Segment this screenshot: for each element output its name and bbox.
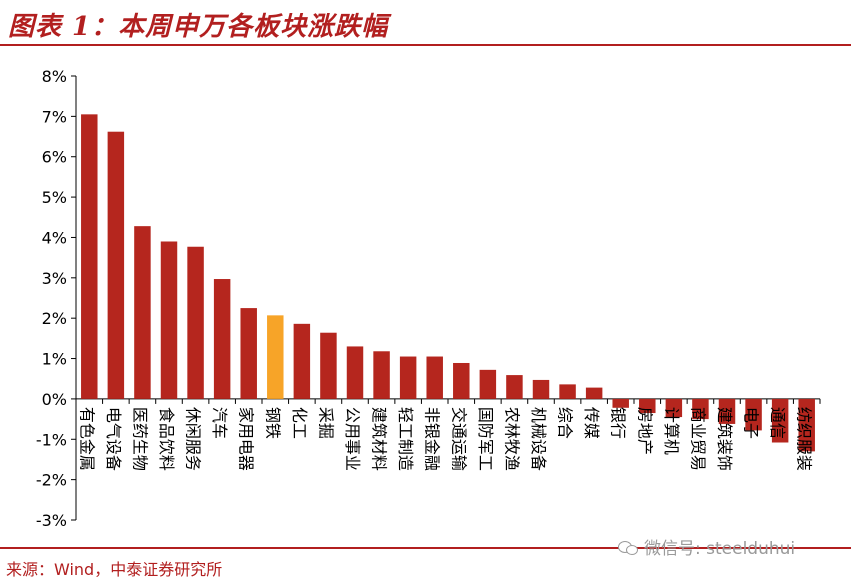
- y-tick-label: 0%: [42, 390, 67, 409]
- x-category-label: 电气设备: [104, 407, 123, 471]
- x-category-label: 电子: [742, 407, 761, 439]
- x-category-label: 食品饮料: [157, 407, 176, 471]
- wechat-icon: [618, 541, 638, 555]
- bar: [559, 384, 576, 399]
- y-tick-label: 5%: [42, 188, 67, 207]
- bar: [160, 241, 178, 399]
- watermark-text: 微信号: steelduhui: [644, 539, 796, 559]
- bar-chart: 8% 7% 6% 5% 4% 3% 2% 1% 0% -1% -2% -3% 有色金属 电气设备 医药生物食…: [36, 67, 821, 530]
- bar: [81, 114, 98, 399]
- x-category-label: 医药生物: [130, 407, 149, 471]
- bar: [665, 398, 683, 418]
- x-category-label: 休闲服务: [184, 407, 203, 471]
- y-tick-label: 7%: [42, 107, 67, 126]
- x-category-label: 传媒: [582, 407, 601, 439]
- y-tick-label: 3%: [42, 269, 67, 288]
- x-category-label: 家用电器: [237, 407, 256, 471]
- y-tick-label: 2%: [42, 309, 67, 328]
- bar: [187, 246, 204, 399]
- x-category-label: 化工: [290, 407, 309, 439]
- x-category-label: 钢铁: [263, 407, 282, 439]
- bar: [718, 398, 736, 424]
- y-tick-label: 4%: [42, 228, 67, 247]
- bar: [771, 398, 789, 443]
- bar: [107, 131, 125, 399]
- bar: [373, 351, 390, 399]
- title-bar: 图表 1：本周申万各板块涨跌幅: [0, 0, 851, 46]
- x-category-label: 国防军工: [476, 407, 495, 471]
- bar: [639, 398, 656, 414]
- bar: [585, 387, 603, 399]
- bar: [399, 356, 417, 399]
- footer-divider: [0, 547, 851, 549]
- bar: [453, 362, 470, 399]
- x-category-label: 计算机: [662, 407, 681, 455]
- y-tick-label: -2%: [36, 471, 67, 490]
- x-category-label: 房地产: [635, 407, 654, 455]
- x-category-label: 商业贸易: [688, 407, 707, 471]
- bar: [346, 346, 364, 399]
- x-category-label: 银行: [609, 407, 628, 439]
- y-tick-label: 1%: [42, 350, 67, 369]
- bar: [532, 379, 550, 399]
- bar: [612, 398, 629, 408]
- bar: [692, 398, 709, 420]
- x-category-label: 农林牧渔: [502, 407, 521, 471]
- x-category-label: 综合: [556, 407, 575, 439]
- bar: [320, 332, 337, 399]
- bar: [745, 398, 762, 431]
- bar: [134, 226, 151, 399]
- x-category-label: 有色金属: [77, 407, 96, 471]
- x-category-label: 汽车: [210, 407, 229, 439]
- watermark: 微信号: steelduhui: [618, 534, 795, 559]
- chart-area: 8% 7% 6% 5% 4% 3% 2% 1% 0% -1% -2% -3% 有色金属 电气设备 医药生物食…: [0, 52, 851, 540]
- x-category-label: 建筑材料: [370, 407, 389, 471]
- bar: [240, 308, 257, 399]
- bar: [479, 369, 497, 399]
- x-category-label: 建筑装饰: [715, 407, 734, 471]
- chart-title: 图表 1：本周申万各板块涨跌幅: [8, 12, 389, 42]
- x-category-label: 机械设备: [529, 407, 548, 471]
- bar: [506, 375, 523, 399]
- y-tick-label: -3%: [36, 511, 67, 530]
- x-category-label: 公用事业: [343, 407, 362, 471]
- title-divider: [0, 44, 851, 46]
- y-tick-label: 6%: [42, 148, 67, 167]
- bar: [426, 356, 443, 399]
- bar: [293, 323, 311, 399]
- x-category-label: 非银金融: [423, 407, 442, 471]
- y-tick-label: -1%: [36, 430, 67, 449]
- bar: [213, 279, 231, 399]
- x-category-label: 采掘: [316, 407, 335, 439]
- source-note: 来源：Wind，中泰证券研究所: [6, 560, 223, 579]
- x-category-label: 通信: [768, 407, 787, 439]
- x-category-label: 交通运输: [449, 407, 468, 471]
- x-category-label: 轻工制造: [396, 407, 415, 471]
- bar: [267, 315, 284, 399]
- bar: [798, 398, 815, 452]
- y-tick-label: 8%: [42, 67, 67, 86]
- x-category-label: 纺织服装: [795, 407, 814, 471]
